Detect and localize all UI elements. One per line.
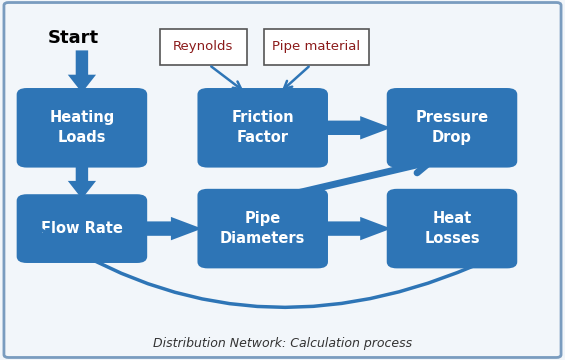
Text: Reynolds: Reynolds — [173, 40, 233, 53]
FancyBboxPatch shape — [264, 29, 369, 65]
Polygon shape — [68, 163, 96, 199]
Text: Start: Start — [48, 29, 99, 47]
FancyBboxPatch shape — [16, 194, 147, 263]
FancyBboxPatch shape — [198, 189, 328, 269]
Polygon shape — [323, 116, 391, 140]
FancyBboxPatch shape — [16, 88, 147, 168]
FancyBboxPatch shape — [159, 29, 247, 65]
Text: Friction
Factor: Friction Factor — [232, 111, 294, 145]
Polygon shape — [142, 217, 202, 240]
FancyBboxPatch shape — [386, 88, 517, 168]
Text: Heating
Loads: Heating Loads — [49, 111, 115, 145]
FancyBboxPatch shape — [198, 88, 328, 168]
Text: Pipe
Diameters: Pipe Diameters — [220, 211, 306, 246]
Text: Distribution Network: Calculation process: Distribution Network: Calculation proces… — [153, 337, 412, 350]
Polygon shape — [323, 217, 391, 240]
FancyArrowPatch shape — [29, 222, 472, 307]
Polygon shape — [68, 50, 96, 93]
Text: Heat
Losses: Heat Losses — [424, 211, 480, 246]
Text: Flow Rate: Flow Rate — [41, 221, 123, 236]
FancyBboxPatch shape — [4, 3, 561, 357]
Text: Pipe material: Pipe material — [272, 40, 360, 53]
FancyBboxPatch shape — [386, 189, 517, 269]
Text: Pressure
Drop: Pressure Drop — [415, 111, 489, 145]
